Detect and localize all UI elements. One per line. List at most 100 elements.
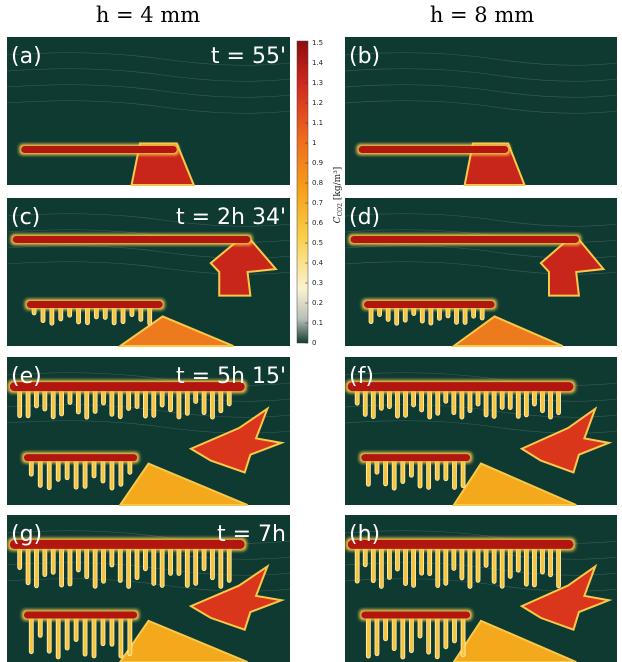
plume-core <box>9 382 245 392</box>
plume <box>345 380 613 506</box>
plume-core <box>361 611 471 619</box>
colorbar-tick-label: 0.3 <box>312 279 323 287</box>
contour <box>6 52 291 66</box>
plume <box>7 537 286 662</box>
colorbar-tick-label: 0.6 <box>312 219 324 227</box>
plume-core <box>26 301 163 309</box>
finger <box>467 544 473 589</box>
panel-time: t = 2h 34' <box>176 205 286 230</box>
plume-body <box>117 315 234 347</box>
plume-core <box>347 382 574 392</box>
colorbar-tick-label: 0.1 <box>312 319 323 327</box>
plume-body <box>451 462 577 506</box>
colorbar-tick-label: 0.2 <box>312 299 323 307</box>
contour <box>6 68 291 82</box>
contour <box>344 213 618 227</box>
contour <box>6 100 291 114</box>
plume-body <box>209 238 278 297</box>
panel: (a) t = 55' <box>6 37 291 186</box>
colorbar-tick-label: 1.5 <box>312 39 323 47</box>
finger <box>118 614 124 659</box>
panel: (g) t = 7h <box>6 515 291 662</box>
contour <box>6 530 291 544</box>
plume-body <box>188 563 286 631</box>
plume <box>10 233 278 347</box>
plume <box>345 537 613 662</box>
plume <box>348 233 606 347</box>
finger <box>426 614 432 655</box>
contour <box>344 84 618 98</box>
contour <box>344 68 618 82</box>
finger <box>218 544 224 589</box>
column-header: h = 4 mm <box>96 3 200 27</box>
finger <box>374 614 380 657</box>
colorbar-label: CCO2 [kg/m³] <box>333 167 344 224</box>
panel-time: t = 7h <box>217 522 286 547</box>
colorbar <box>296 40 309 344</box>
contour <box>344 530 618 544</box>
colorbar-tick-label: 1.1 <box>312 119 323 127</box>
plume <box>356 142 526 186</box>
contour <box>344 261 618 275</box>
panel-time: t = 55' <box>211 44 286 69</box>
finger <box>127 614 133 657</box>
finger <box>82 614 88 657</box>
contour <box>6 84 291 98</box>
panel-label: (g) <box>11 522 42 547</box>
contour <box>6 404 291 418</box>
plume-body <box>452 619 577 662</box>
panel: (b) <box>344 37 618 186</box>
plume-core <box>358 145 509 153</box>
plume-body <box>188 406 286 474</box>
plume <box>7 380 286 506</box>
panel-label: (a) <box>11 44 42 69</box>
contour <box>6 372 291 386</box>
plume-core <box>350 235 579 243</box>
colorbar-tick-label: 1.4 <box>312 59 324 67</box>
colorbar-tick-label: 1.3 <box>312 79 323 87</box>
panel-label: (b) <box>349 44 380 69</box>
colorbar-tick-label: 0.4 <box>312 259 324 267</box>
panel-label: (c) <box>11 205 40 230</box>
plume-body <box>118 462 248 506</box>
contour <box>6 261 291 275</box>
finger <box>400 614 406 660</box>
colorbar-tick-label: 0.5 <box>312 239 323 247</box>
plume-core <box>23 454 138 462</box>
colorbar-tick-label: 0 <box>312 339 316 347</box>
finger <box>28 614 34 655</box>
plume-body <box>519 563 613 631</box>
panel: (d) <box>344 198 618 347</box>
plume-body <box>539 238 606 297</box>
panel-label: (d) <box>349 205 380 230</box>
plume-core <box>12 235 251 243</box>
plume-core <box>9 539 245 549</box>
panel-time: t = 5h 15' <box>176 364 286 389</box>
colorbar-tick-label: 1 <box>312 139 316 147</box>
finger <box>365 614 371 659</box>
finger <box>92 544 98 589</box>
plume-core <box>21 145 177 153</box>
finger <box>55 614 61 660</box>
finger <box>434 614 440 660</box>
finger <box>460 614 466 658</box>
panel: (h) <box>344 515 618 662</box>
colorbar-unit: [kg/m³] <box>333 167 343 200</box>
panel-label: (h) <box>349 522 380 547</box>
colorbar-symbol: C <box>333 216 343 223</box>
contour <box>344 372 618 386</box>
colorbar-tick-label: 0.9 <box>312 159 323 167</box>
finger <box>126 544 132 589</box>
panel-label: (e) <box>11 364 42 389</box>
plume-body <box>519 406 613 474</box>
finger <box>46 614 52 654</box>
plume-core <box>23 611 138 619</box>
colorbar-tick-label: 1.2 <box>312 99 323 107</box>
plume-body <box>450 315 563 347</box>
colorbar-tick-label: 0.7 <box>312 199 323 207</box>
colorbar-tick-label: 0.8 <box>312 179 323 187</box>
contour <box>6 213 291 227</box>
finger <box>556 544 561 589</box>
plume-core <box>361 454 471 462</box>
